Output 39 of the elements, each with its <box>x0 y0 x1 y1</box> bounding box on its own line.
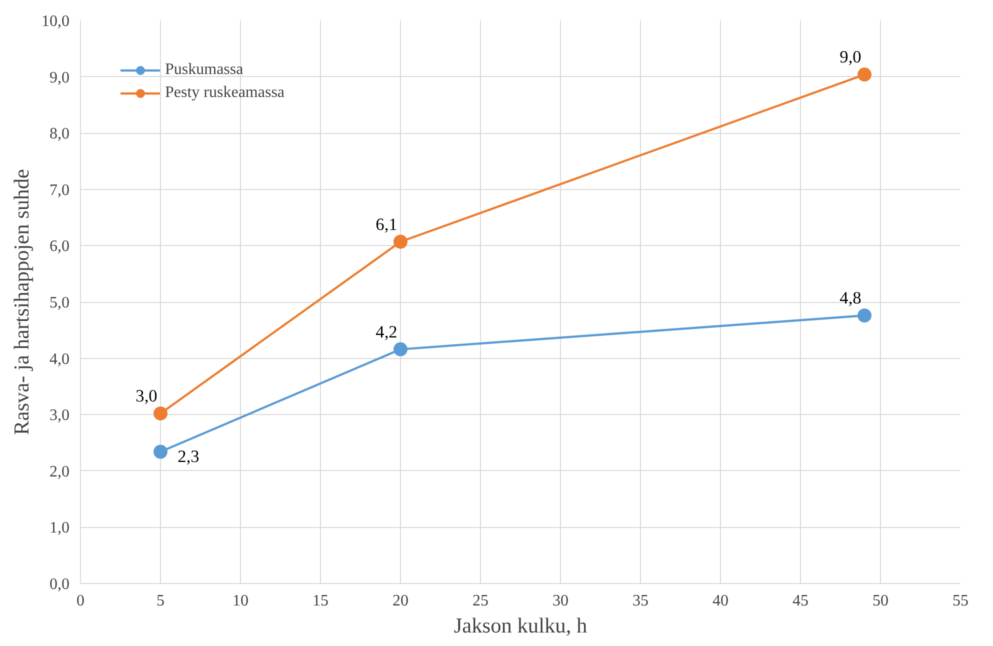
point <box>858 308 872 322</box>
x-tick-label: 10 <box>232 592 248 610</box>
y-tick-label: 0,0 <box>50 576 70 593</box>
x-tick-label: 55 <box>952 592 968 610</box>
data-label: 9,0 <box>840 48 862 67</box>
x-tick-label: 45 <box>792 592 808 610</box>
y-tick-label: 10,0 <box>42 13 70 30</box>
x-tick-label: 15 <box>312 592 328 610</box>
data-label: 6,1 <box>376 214 398 234</box>
x-tick-label: 30 <box>552 592 568 610</box>
y-tick-label: 8,0 <box>50 126 70 143</box>
point <box>394 342 408 356</box>
x-tick-label: 40 <box>712 592 728 610</box>
point <box>154 406 168 420</box>
y-tick-label: 9,0 <box>50 69 70 86</box>
data-label: 2,3 <box>178 446 200 466</box>
y-tick-label: 1,0 <box>50 520 70 537</box>
x-tick-label: 35 <box>632 592 648 610</box>
data-label: 3,0 <box>136 386 158 406</box>
legend-label: Puskumassa <box>165 61 244 79</box>
point <box>858 68 872 82</box>
data-label: 4,2 <box>376 322 398 342</box>
y-tick-label: 3,0 <box>50 407 70 424</box>
y-axis-title: Rasva- ja hartsihappojen suhde <box>10 169 34 435</box>
x-tick-label: 50 <box>872 592 888 610</box>
x-tick-label: 25 <box>472 592 488 610</box>
y-tick-label: 5,0 <box>50 294 70 312</box>
y-tick-label: 4,0 <box>50 350 70 368</box>
data-label: 4,8 <box>840 288 862 308</box>
point <box>154 444 168 459</box>
legend-label: Pesty ruskeamassa <box>165 84 285 102</box>
x-tick-label: 0 <box>76 592 84 610</box>
y-tick-label: 7,0 <box>50 182 70 199</box>
x-tick-label: 5 <box>156 592 164 610</box>
y-tick-label: 2,0 <box>50 463 70 480</box>
x-axis-title: Jakson kulku, h <box>454 614 588 638</box>
y-tick-label: 6,0 <box>50 238 70 256</box>
point <box>394 234 408 249</box>
x-tick-label: 20 <box>392 592 408 610</box>
